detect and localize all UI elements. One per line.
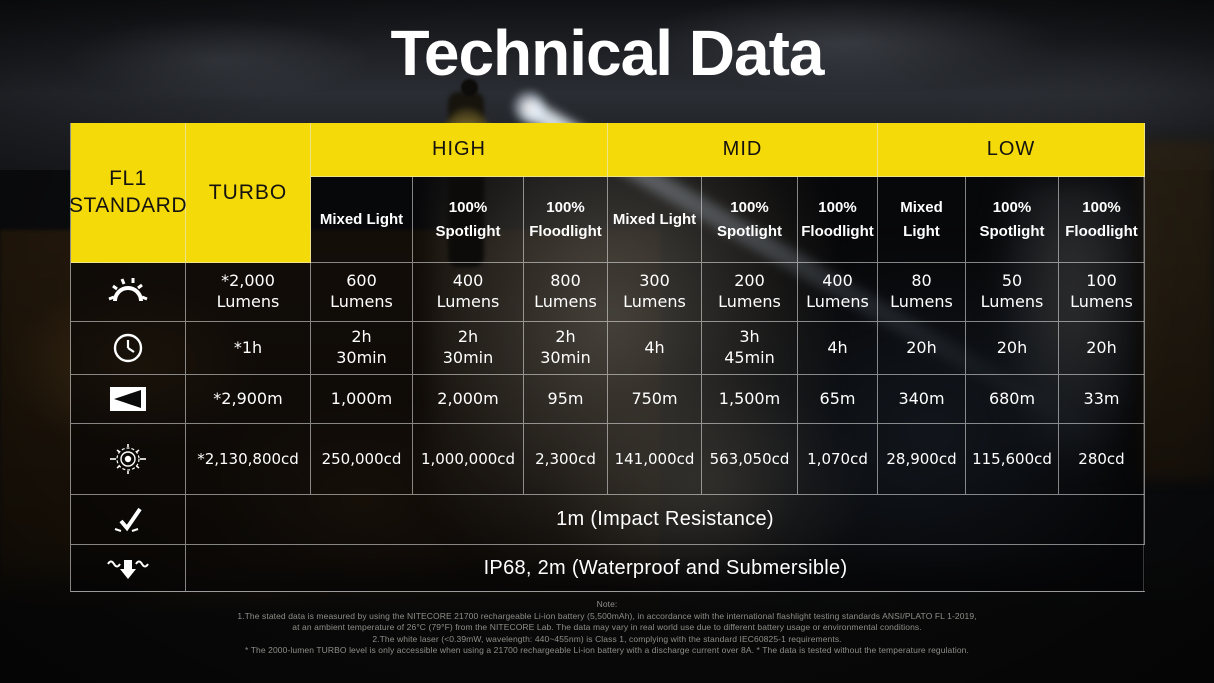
subheader-high-spot: 100% Spotlight: [413, 177, 524, 263]
value-cell: *1h: [186, 322, 311, 375]
value-cell: 95m: [524, 375, 608, 424]
subheader-low-flood: 100% Floodlight: [1059, 177, 1145, 263]
value-cell: 250,000cd: [311, 424, 413, 495]
note-block: Note: 1.The stated data is measured by u…: [0, 599, 1214, 657]
beam-distance-icon: [71, 375, 186, 424]
clock-icon: [71, 322, 186, 375]
value-cell: 2,300cd: [524, 424, 608, 495]
value-cell: 400 Lumens: [413, 263, 524, 322]
value-cell: 1,000,000cd: [413, 424, 524, 495]
group-header-low: LOW: [878, 123, 1145, 177]
value-cell: 1,000m: [311, 375, 413, 424]
subheader-low-mixed: Mixed Light: [878, 177, 966, 263]
value-cell: 800 Lumens: [524, 263, 608, 322]
value-cell: 2h 30min: [311, 322, 413, 375]
note-line: * The 2000-lumen TURBO level is only acc…: [245, 645, 969, 655]
value-cell: 340m: [878, 375, 966, 424]
impact-value-cell: 1m (Impact Resistance): [186, 495, 1145, 545]
value-cell: 20h: [878, 322, 966, 375]
value-cell: 1,500m: [702, 375, 798, 424]
brightness-icon: [71, 263, 186, 322]
group-header-mid: MID: [608, 123, 878, 177]
value-cell: 680m: [966, 375, 1059, 424]
flashlight-glow: [512, 90, 546, 124]
value-cell: 80 Lumens: [878, 263, 966, 322]
value-cell: 28,900cd: [878, 424, 966, 495]
note-line: Note:: [596, 599, 618, 609]
value-cell: 3h 45min: [702, 322, 798, 375]
turbo-header: TURBO: [186, 123, 311, 263]
waterproof-value-cell: IP68, 2m (Waterproof and Submersible): [186, 545, 1145, 592]
note-line: 1.The stated data is measured by using t…: [237, 610, 977, 621]
value-cell: 115,600cd: [966, 424, 1059, 495]
spec-table: FL1 STANDARD TURBO HIGH MID LOW Mixed Li…: [69, 123, 1145, 592]
subheader-mid-flood: 100% Floodlight: [798, 177, 878, 263]
note-line: at an ambient temperature of 26°C (79°F)…: [292, 622, 922, 632]
value-cell: *2,130,800cd: [186, 424, 311, 495]
value-cell: 33m: [1059, 375, 1145, 424]
value-cell: 65m: [798, 375, 878, 424]
value-cell: 300 Lumens: [608, 263, 702, 322]
value-cell: 4h: [608, 322, 702, 375]
value-cell: *2,000 Lumens: [186, 263, 311, 322]
subheader-high-mixed: Mixed Light: [311, 177, 413, 263]
value-cell: 200 Lumens: [702, 263, 798, 322]
value-cell: 750m: [608, 375, 702, 424]
value-cell: 141,000cd: [608, 424, 702, 495]
subheader-low-spot: 100% Spotlight: [966, 177, 1059, 263]
waterproof-icon: [71, 545, 186, 592]
value-cell: 2h 30min: [413, 322, 524, 375]
cliff-edge-right: [1136, 140, 1214, 480]
value-cell: 600 Lumens: [311, 263, 413, 322]
value-cell: 20h: [1059, 322, 1145, 375]
impact-resistance-icon: [71, 495, 186, 545]
value-cell: 4h: [798, 322, 878, 375]
value-cell: 50 Lumens: [966, 263, 1059, 322]
subheader-mid-mixed: Mixed Light: [608, 177, 702, 263]
subheader-mid-spot: 100% Spotlight: [702, 177, 798, 263]
value-cell: 400 Lumens: [798, 263, 878, 322]
value-cell: 20h: [966, 322, 1059, 375]
value-cell: 1,070cd: [798, 424, 878, 495]
group-header-high: HIGH: [311, 123, 608, 177]
value-cell: 2h 30min: [524, 322, 608, 375]
value-cell: 100 Lumens: [1059, 263, 1145, 322]
value-cell: 280cd: [1059, 424, 1145, 495]
beam-intensity-icon: [71, 424, 186, 495]
value-cell: *2,900m: [186, 375, 311, 424]
subheader-high-flood: 100% Floodlight: [524, 177, 608, 263]
fl1-standard-header: FL1 STANDARD: [69, 123, 186, 263]
page-title: Technical Data: [390, 17, 825, 89]
note-line: 2.The white laser (<0.39mW, wavelength: …: [372, 633, 842, 644]
value-cell: 2,000m: [413, 375, 524, 424]
value-cell: 563,050cd: [702, 424, 798, 495]
